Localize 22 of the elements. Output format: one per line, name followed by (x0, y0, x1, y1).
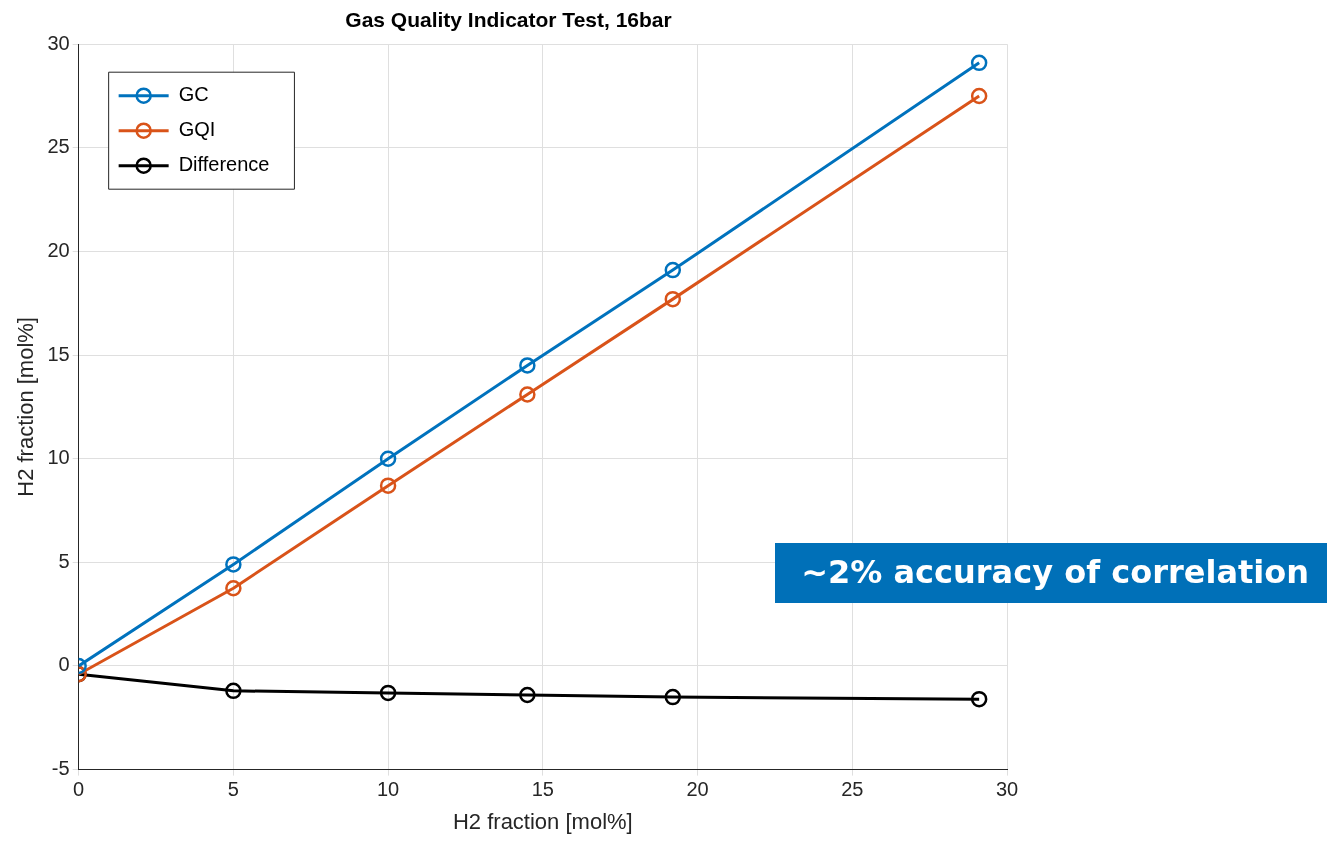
y-tick-label: -5 (51, 757, 70, 780)
chart-title: Gas Quality Indicator Test, 16bar (345, 8, 672, 32)
y-tick-label: 20 (47, 238, 70, 261)
x-tick-label: 25 (841, 778, 864, 801)
y-tick-label: 15 (47, 342, 70, 365)
x-tick-label: 5 (227, 778, 239, 801)
legend-label: Difference (178, 153, 270, 176)
y-tick-label: 10 (47, 446, 70, 469)
legend-label: GC (178, 83, 209, 106)
x-tick-label: 0 (73, 778, 85, 801)
y-axis-title: H2 fraction [mol%] (13, 317, 39, 497)
y-tick-label: 0 (58, 653, 70, 676)
x-tick-label: 10 (376, 778, 400, 801)
y-tick-label: 30 (47, 31, 70, 54)
x-axis-title: H2 fraction [mol%] (452, 808, 633, 834)
x-tick-label: 20 (686, 778, 709, 801)
y-tick-label: 5 (58, 549, 70, 572)
x-tick-label: 15 (531, 778, 554, 801)
legend-label: GQI (178, 118, 216, 141)
x-tick-label: 30 (995, 778, 1019, 801)
y-tick-label: 25 (47, 135, 70, 158)
annotation: ~2% accuracy of correlation (775, 543, 1327, 603)
